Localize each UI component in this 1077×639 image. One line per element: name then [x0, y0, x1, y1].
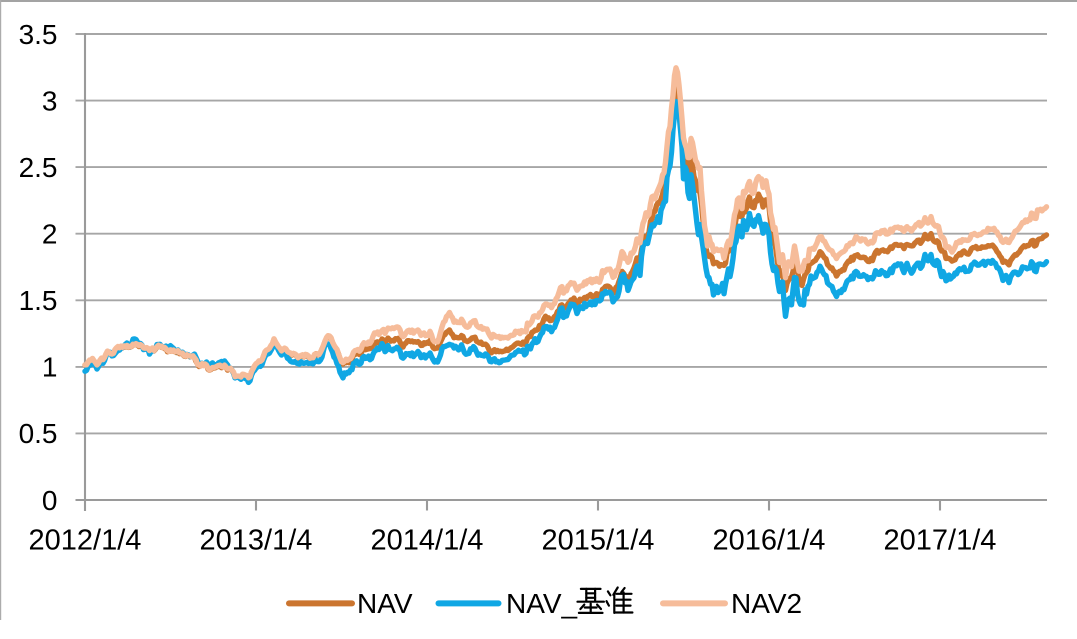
svg-text:2014/1/4: 2014/1/4 — [371, 525, 484, 557]
svg-text:3: 3 — [42, 85, 58, 116]
svg-text:NAV_: NAV_ — [506, 588, 577, 619]
svg-text:2: 2 — [42, 219, 58, 250]
svg-text:NAV: NAV — [357, 588, 413, 619]
svg-text:2016/1/4: 2016/1/4 — [713, 525, 826, 557]
svg-text:1.5: 1.5 — [19, 285, 58, 316]
svg-text:0.5: 0.5 — [19, 418, 58, 449]
svg-text:3.5: 3.5 — [19, 19, 58, 50]
svg-text:0: 0 — [42, 485, 58, 516]
svg-text:2015/1/4: 2015/1/4 — [542, 525, 655, 557]
svg-text:2017/1/4: 2017/1/4 — [884, 525, 997, 557]
svg-text:1: 1 — [42, 352, 58, 383]
svg-text:NAV2: NAV2 — [731, 588, 802, 619]
svg-text:2013/1/4: 2013/1/4 — [200, 525, 313, 557]
svg-text:2.5: 2.5 — [19, 152, 58, 183]
svg-text:2012/1/4: 2012/1/4 — [29, 525, 142, 557]
